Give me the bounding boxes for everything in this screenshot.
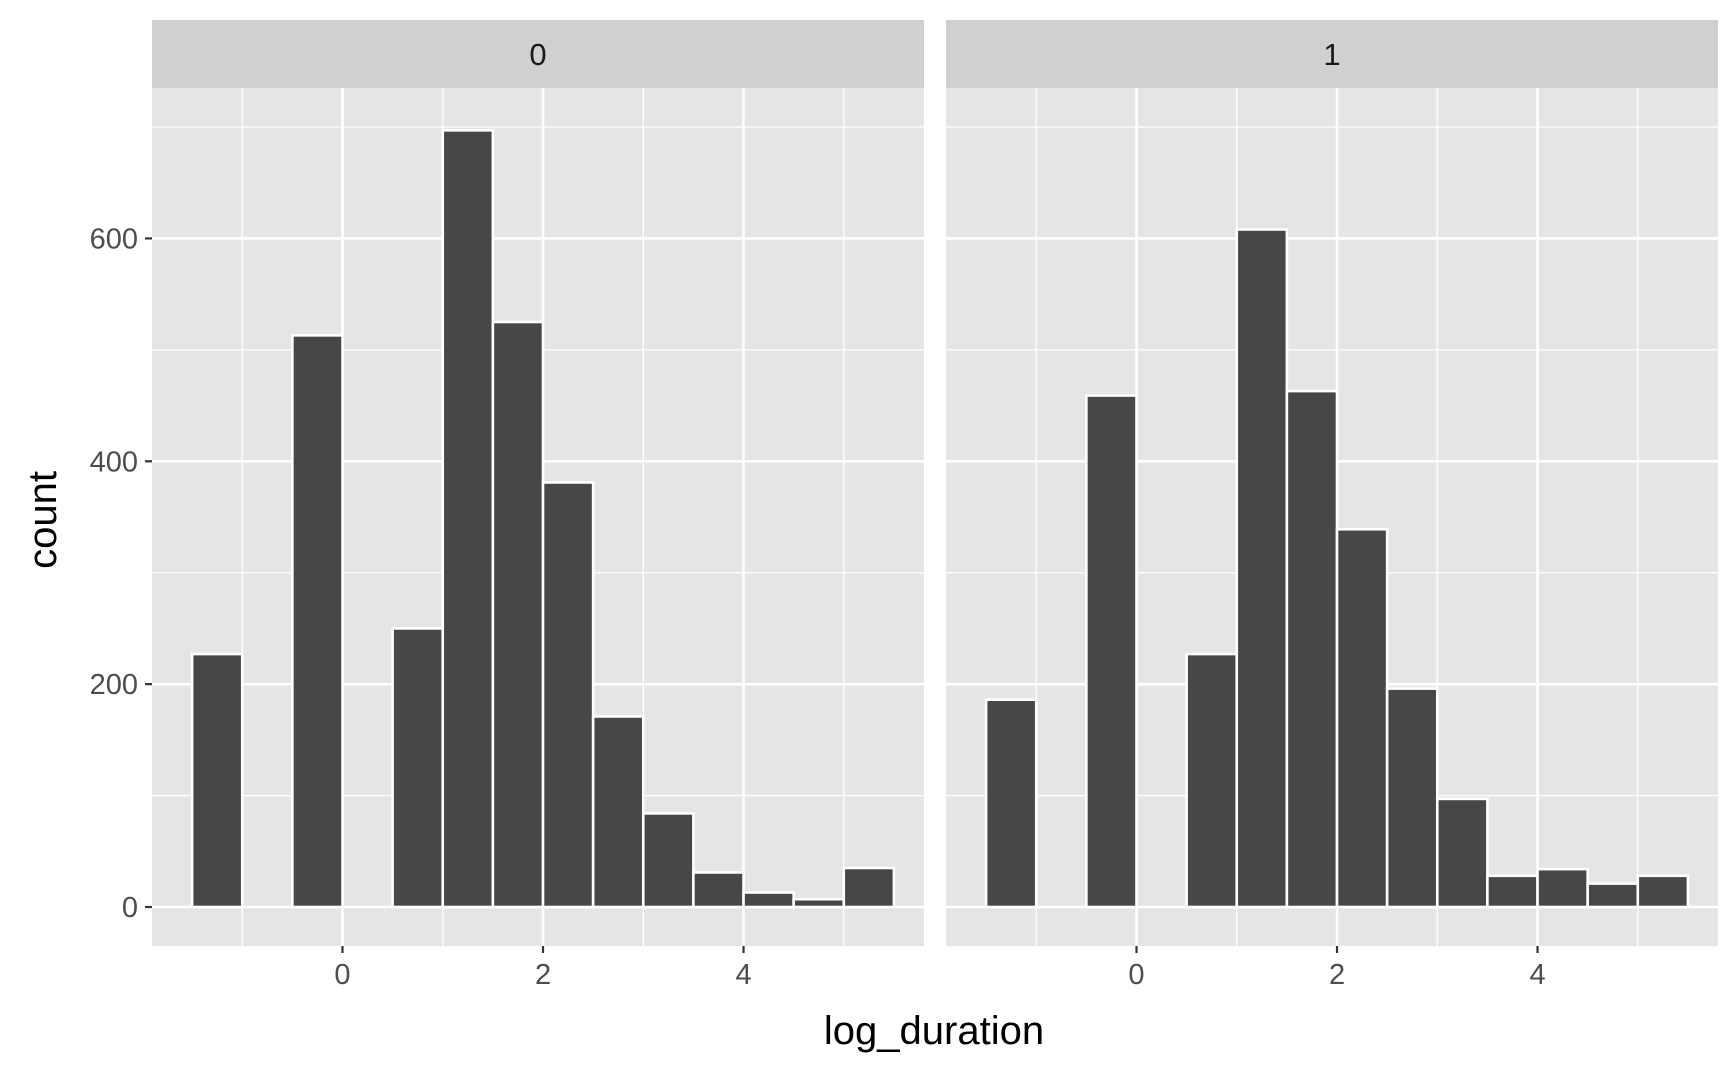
histogram-bar [1636,874,1690,909]
histogram-bar [1085,394,1138,909]
x-tick-label: 2 [1329,959,1345,991]
facet-strip [946,20,1718,88]
histogram-bar [541,481,595,909]
histogram-bar [1435,797,1489,909]
histogram-bar [1385,687,1439,909]
x-tick-label: 0 [334,959,350,991]
histogram-bar [641,812,695,909]
x-tick-label: 2 [535,959,551,991]
y-tick-label: 400 [90,446,138,478]
histogram-bar [692,871,745,909]
histogram-bar [441,129,495,909]
y-tick-label: 200 [90,669,138,701]
facet-strip-label: 1 [1323,37,1340,72]
x-tick-label: 4 [735,959,751,991]
histogram-bar [190,652,244,909]
histogram-bar [591,715,645,909]
histogram-bar [291,334,344,909]
facet-strip [152,20,924,88]
y-tick-label: 600 [90,223,138,255]
histogram-bar [984,698,1038,909]
histogram-bar [742,891,795,909]
histogram-bar [1185,652,1239,909]
histogram-bar [491,320,545,909]
histogram-bar [1536,867,1589,909]
y-axis-title: count [21,471,65,569]
facet-panel-0: 0 0 2 4 [152,20,924,991]
histogram-bar [1285,389,1339,909]
facet-strip-label: 0 [529,37,546,72]
x-axis-title: log_duration [824,1009,1044,1053]
panels-layer: 0 0 2 4 1 0 2 4 [152,20,1718,991]
histogram-bar [1586,882,1640,909]
x-tick-label: 0 [1128,959,1144,991]
facet-panel-1: 1 0 2 4 [946,20,1718,991]
histogram-bar [842,866,896,909]
histogram-bar [792,897,846,909]
histogram-bar [391,627,445,909]
y-tick-label: 0 [122,892,138,924]
x-tick-label: 4 [1529,959,1545,991]
histogram-bar [1235,228,1289,909]
y-axis: 0 200 400 600 [90,223,152,924]
histogram-bar [1486,874,1539,909]
histogram-bar [1335,527,1389,909]
